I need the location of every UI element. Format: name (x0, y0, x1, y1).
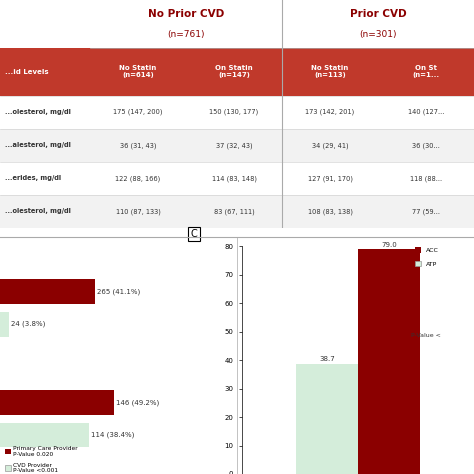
Text: 110 (87, 133): 110 (87, 133) (116, 208, 161, 215)
Bar (358, 249, 420, 474)
Text: 175 (147, 200): 175 (147, 200) (113, 109, 163, 116)
Text: Prior CVD: Prior CVD (350, 9, 406, 19)
Bar (0, 422, 89, 447)
Bar (0, 312, 9, 337)
Legend: ACC, ATP: ACC, ATP (412, 245, 441, 269)
Text: No Statin
(n=614): No Statin (n=614) (119, 65, 157, 78)
Text: 122 (88, 166): 122 (88, 166) (116, 175, 161, 182)
Text: 36 (31, 43): 36 (31, 43) (120, 142, 156, 148)
Bar (282, 0, 474, 48)
Bar (0, 390, 114, 415)
Text: 265 (41.1%): 265 (41.1%) (97, 289, 141, 295)
Text: (n=301): (n=301) (359, 30, 397, 39)
Bar (296, 364, 358, 474)
Text: 77 (59...: 77 (59... (412, 208, 440, 215)
Legend: Primary Care Provider
P-Value 0.020, CVD Provider
P-Value <0.001: Primary Care Provider P-Value 0.020, CVD… (3, 444, 81, 474)
Text: 114 (83, 148): 114 (83, 148) (211, 175, 256, 182)
Bar (0, 96, 474, 129)
Text: 150 (130, 177): 150 (130, 177) (210, 109, 259, 116)
Text: ...olesterol, mg/dl: ...olesterol, mg/dl (5, 109, 71, 115)
Text: 83 (67, 111): 83 (67, 111) (214, 208, 255, 215)
Text: 108 (83, 138): 108 (83, 138) (308, 208, 353, 215)
Bar (0, 162, 474, 195)
Text: No Prior CVD: No Prior CVD (148, 9, 224, 19)
Bar (90, 0, 282, 48)
Text: ...alesterol, mg/dl: ...alesterol, mg/dl (5, 142, 71, 148)
Text: P-Value <: P-Value < (411, 333, 441, 338)
Text: 37 (32, 43): 37 (32, 43) (216, 142, 252, 148)
Text: 79.0: 79.0 (381, 242, 397, 247)
Text: 127 (91, 170): 127 (91, 170) (308, 175, 353, 182)
Text: ...erides, mg/dl: ...erides, mg/dl (5, 175, 61, 182)
Text: 118 (88...: 118 (88... (410, 175, 442, 182)
Text: C: C (191, 229, 197, 239)
Bar (0, 48, 474, 96)
Text: (n=761): (n=761) (167, 30, 205, 39)
Text: On St
(n=1...: On St (n=1... (412, 65, 439, 78)
Text: No Statin
(n=113): No Statin (n=113) (311, 65, 349, 78)
Text: ...olesterol, mg/dl: ...olesterol, mg/dl (5, 209, 71, 214)
Text: 36 (30...: 36 (30... (412, 142, 440, 148)
Text: ...id Levels: ...id Levels (5, 69, 48, 75)
Text: 38.7: 38.7 (319, 356, 335, 362)
Text: 24 (3.8%): 24 (3.8%) (11, 321, 45, 328)
Text: 114 (38.4%): 114 (38.4%) (91, 432, 135, 438)
Bar (0, 279, 95, 304)
Text: On Statin
(n=147): On Statin (n=147) (215, 65, 253, 78)
Bar (0, 129, 474, 162)
Text: 146 (49.2%): 146 (49.2%) (116, 399, 159, 406)
Text: 140 (127...: 140 (127... (408, 109, 444, 116)
Text: 34 (29, 41): 34 (29, 41) (312, 142, 348, 148)
Text: 173 (142, 201): 173 (142, 201) (305, 109, 355, 116)
Bar (0, 195, 474, 228)
